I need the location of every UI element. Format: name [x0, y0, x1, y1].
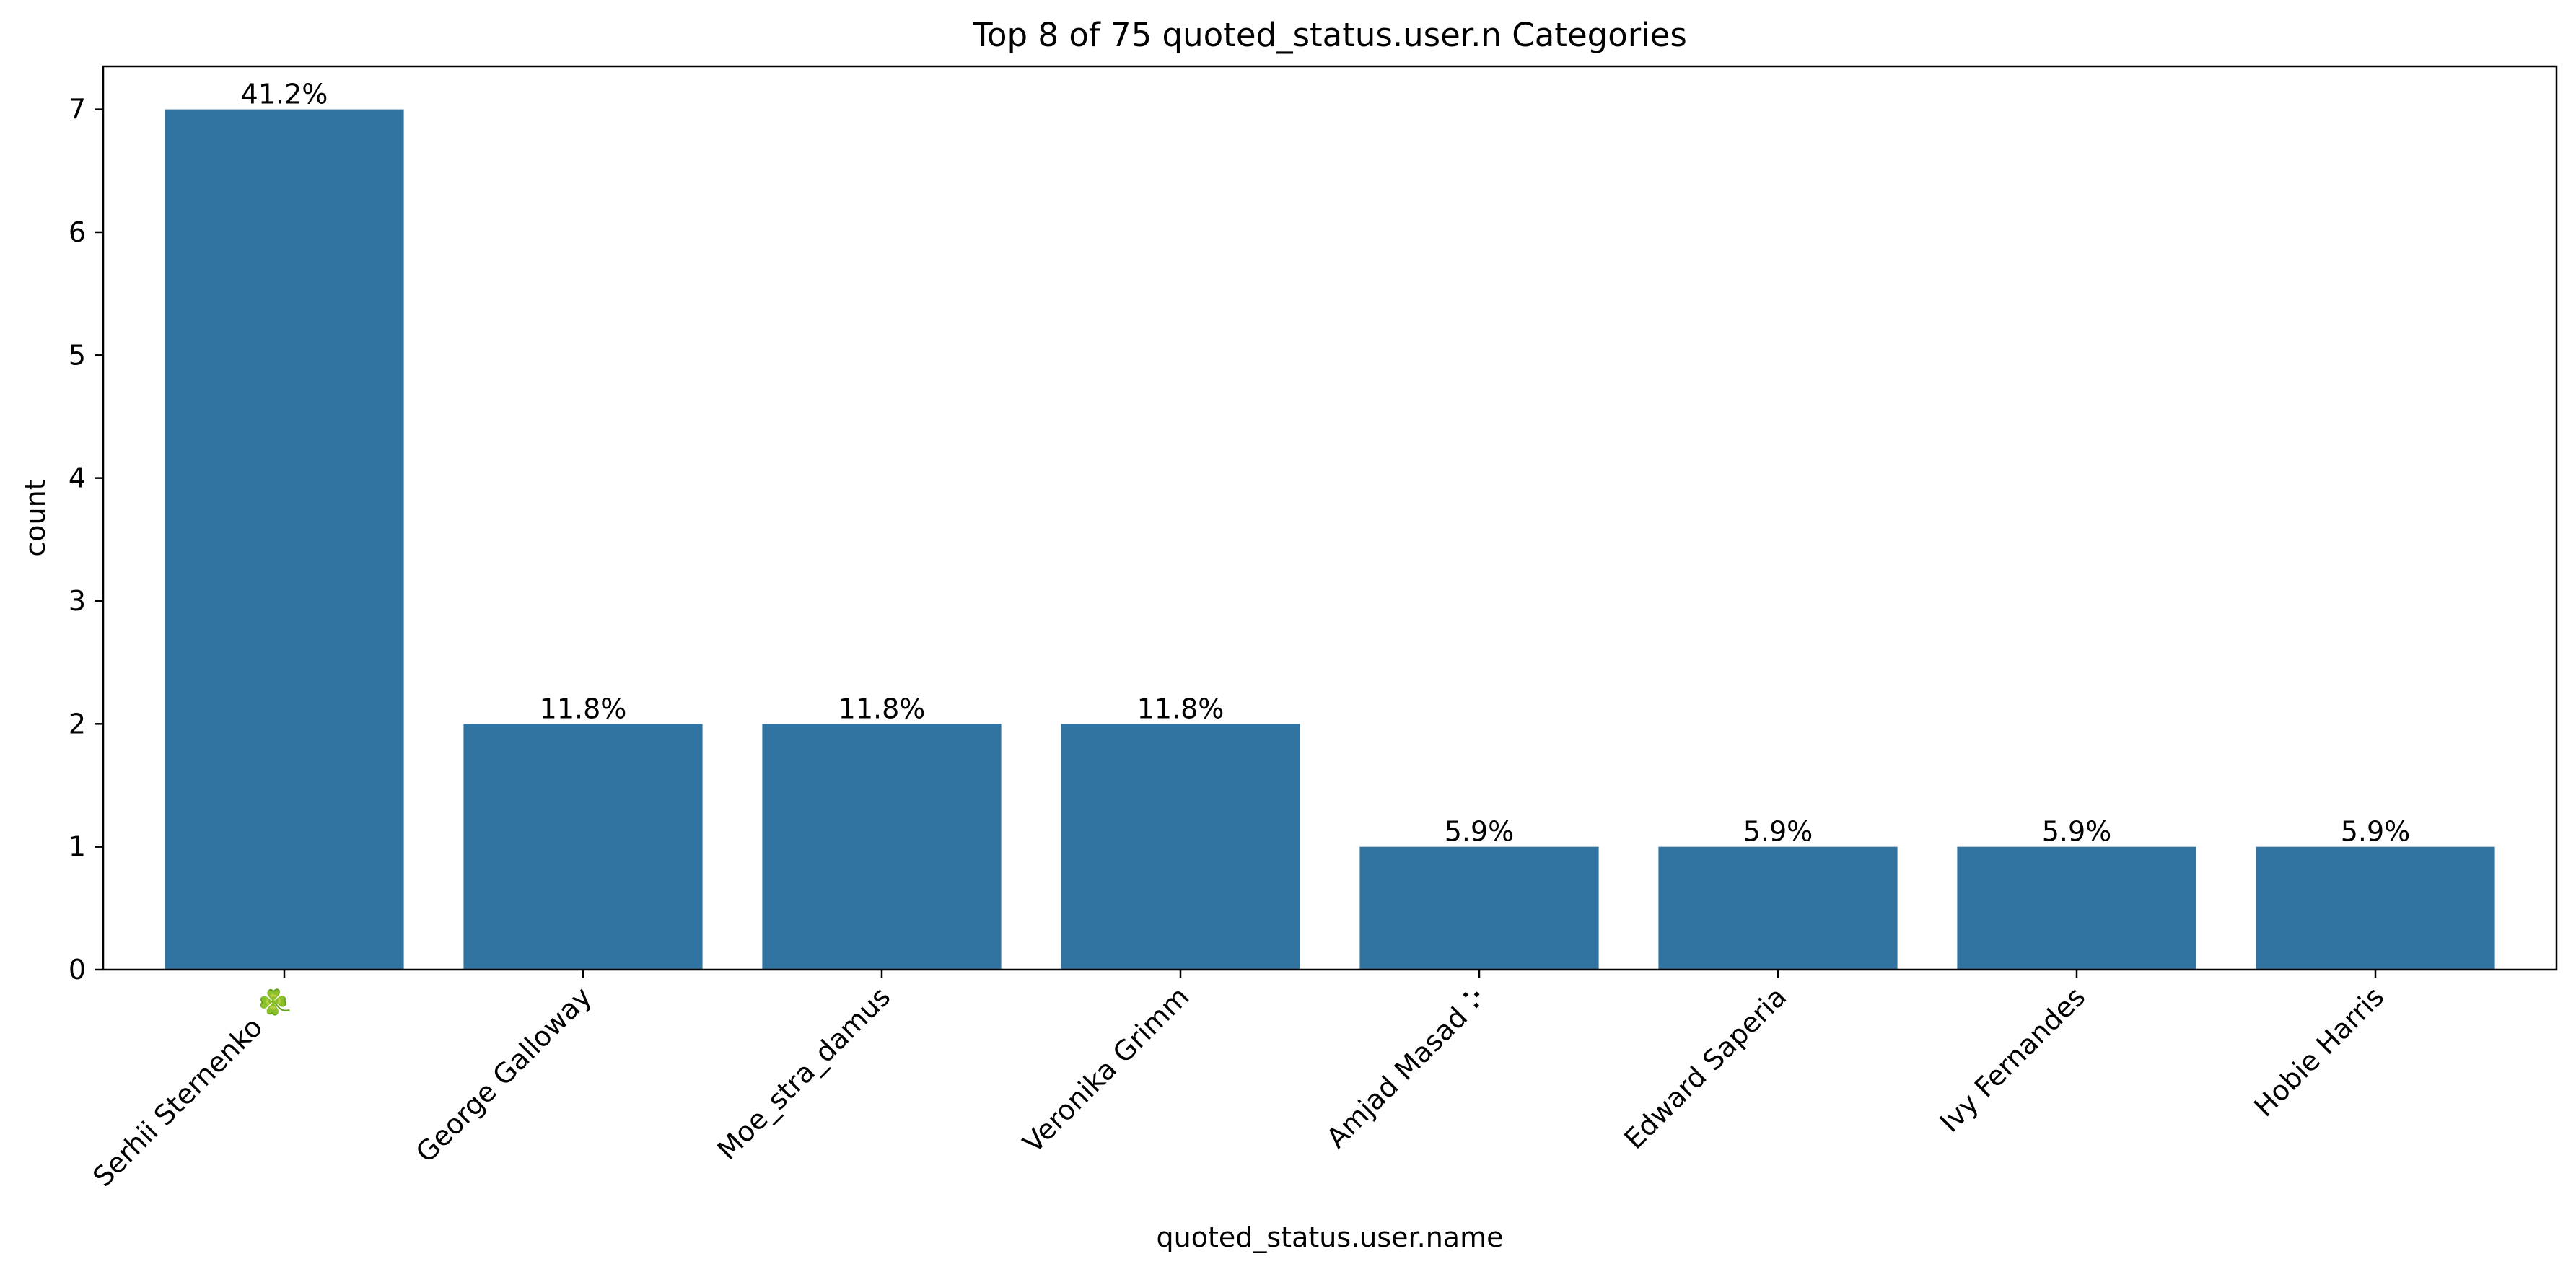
y-axis-label: count	[19, 479, 51, 556]
plot-frame	[102, 65, 2558, 971]
y-tick-label: 0	[69, 954, 86, 986]
x-tick-label: Ivy Fernandes	[1934, 980, 2092, 1138]
bar-data-label: 5.9%	[2341, 816, 2411, 848]
chart-title: Top 8 of 75 quoted_status.user.n Categor…	[972, 16, 1687, 54]
x-tick-label: Amjad Masad ⠕	[1320, 980, 1494, 1154]
y-tick-label: 2	[69, 708, 86, 740]
bar	[762, 724, 1002, 970]
bar-data-label: 11.8%	[1137, 693, 1225, 724]
bars-layer	[165, 109, 2495, 970]
y-tick-label: 3	[69, 585, 86, 617]
x-tick-label: Edward Saperia	[1618, 980, 1793, 1155]
bar	[2256, 846, 2495, 970]
bar-data-label: 5.9%	[2042, 816, 2112, 848]
y-tick-label: 6	[69, 216, 86, 248]
x-axis-label: quoted_status.user.name	[1157, 1221, 1504, 1253]
bar	[1957, 846, 2196, 970]
x-tick-label: Moe_stra_damus	[711, 980, 896, 1166]
x-tick-label: Hobie Harris	[2248, 980, 2390, 1123]
bar-data-label: 5.9%	[1445, 816, 1515, 848]
x-axis-ticks: Serhii Sternenko 🍀 George Galloway Moe_str…	[87, 970, 2390, 1193]
bar-data-label: 11.8%	[838, 693, 926, 724]
x-tick-label: George Galloway	[410, 980, 598, 1169]
bar	[165, 109, 404, 970]
bar	[1658, 846, 1898, 970]
y-tick-label: 7	[69, 94, 86, 126]
y-tick-label: 1	[69, 831, 86, 863]
bar-data-label: 5.9%	[1743, 816, 1813, 848]
y-tick-label: 5	[69, 339, 86, 371]
y-axis-ticks: 0 1 2 3 4 5 6 7	[69, 94, 103, 986]
bar	[1061, 724, 1300, 970]
x-tick-label: Veronika Grimm	[1017, 980, 1195, 1159]
bar	[463, 724, 703, 970]
bar-data-label: 11.8%	[540, 693, 627, 724]
x-tick-label: Serhii Sternenko 🍀	[87, 980, 299, 1193]
bar	[1359, 846, 1599, 970]
bar-data-label: 41.2%	[241, 79, 328, 110]
data-labels-layer: 41.2% 11.8% 11.8% 11.8% 5.9% 5.9% 5.9% 5.9%	[241, 79, 2411, 848]
y-tick-label: 4	[69, 462, 86, 494]
